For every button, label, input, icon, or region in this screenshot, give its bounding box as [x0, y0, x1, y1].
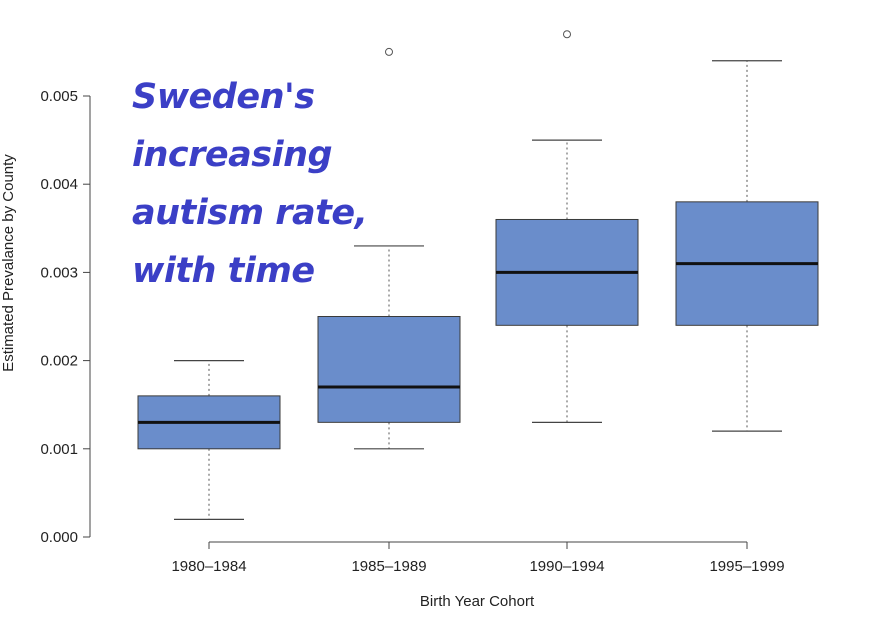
y-axis: 0.000 0.001 0.002 0.003 0.004 0.005: [40, 88, 91, 546]
annotation-line: Sweden's: [132, 77, 315, 117]
y-tick-label: 0.001: [40, 441, 78, 458]
annotation-line: autism rate,: [132, 193, 368, 233]
y-tick-label: 0.004: [40, 176, 78, 193]
y-axis-title: Estimated Prevalance by County: [0, 154, 17, 372]
box-group: [495, 30, 639, 423]
x-tick-label: 1995–1999: [709, 558, 784, 575]
y-tick-label: 0.000: [40, 529, 78, 546]
outlier-point: [385, 47, 393, 56]
iqr-box: [317, 316, 461, 423]
outlier-point: [563, 30, 571, 39]
box-group: [317, 47, 461, 450]
boxes: [137, 30, 819, 520]
box-group: [675, 60, 819, 432]
annotation-line: with time: [132, 251, 315, 291]
x-tick-label: 1985–1989: [351, 558, 426, 575]
y-tick-label: 0.002: [40, 353, 78, 370]
x-axis: 1980–1984 1985–1989 1990–1994 1995–1999: [171, 541, 785, 575]
x-axis-title: Birth Year Cohort: [420, 593, 535, 610]
y-tick-label: 0.003: [40, 264, 78, 281]
box-group: [137, 360, 281, 520]
annotation-line: increasing: [132, 135, 333, 175]
annotation-text: Sweden's increasing autism rate, with ti…: [132, 68, 368, 300]
x-tick-label: 1980–1984: [171, 558, 246, 575]
y-tick-label: 0.005: [40, 88, 78, 105]
x-tick-label: 1990–1994: [529, 558, 604, 575]
